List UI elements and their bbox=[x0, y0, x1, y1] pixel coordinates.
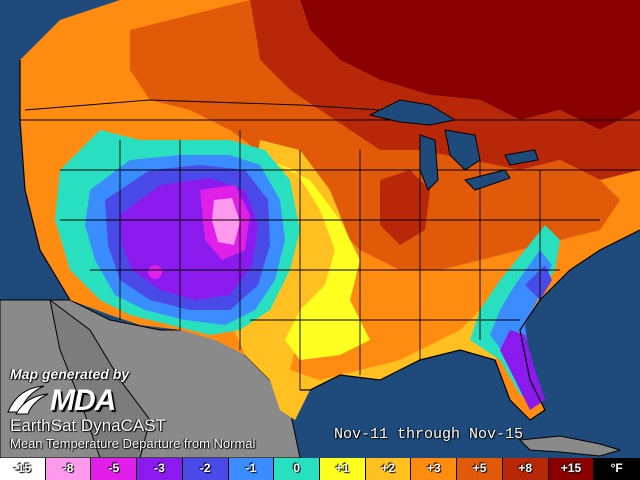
legend-label: °F bbox=[610, 461, 623, 475]
legend-label: +5 bbox=[472, 461, 487, 475]
legend-label: -3 bbox=[154, 461, 165, 475]
mda-logo-mark bbox=[7, 385, 49, 415]
legend-label: +3 bbox=[426, 461, 441, 475]
legend-swatch: 0 bbox=[274, 458, 321, 480]
cool-southeast-minus3 bbox=[500, 330, 545, 410]
lake-huron bbox=[444, 129, 481, 171]
cool-core-minus8 bbox=[212, 198, 240, 245]
gulf-coast bbox=[300, 349, 496, 391]
lake-michigan bbox=[419, 134, 439, 191]
baja-land bbox=[49, 298, 151, 458]
legend-label: -8 bbox=[62, 461, 74, 475]
legend-label: 0 bbox=[293, 461, 301, 475]
lake-ontario bbox=[504, 149, 539, 166]
legend-label: +15 bbox=[560, 461, 582, 475]
legend-swatch: +3 bbox=[411, 458, 458, 480]
legend-swatch: -1 bbox=[228, 458, 275, 480]
band-plus2 bbox=[230, 140, 540, 420]
band-plus1 bbox=[265, 160, 370, 360]
coastline bbox=[19, 60, 640, 421]
lake-superior bbox=[368, 99, 457, 126]
legend-swatch: -3 bbox=[137, 458, 183, 480]
color-legend: -15 -8 -5 -3 -2 -1 0 +1 +2 +3 +5 +8 +15 °F bbox=[0, 458, 640, 480]
legend-swatch: -2 bbox=[182, 458, 229, 480]
border-lines bbox=[20, 99, 640, 390]
legend-swatch: °F bbox=[594, 458, 640, 480]
legend-swatch: +1 bbox=[320, 458, 366, 480]
heat-band-plus8 bbox=[250, 0, 640, 180]
legend-label: -1 bbox=[245, 461, 257, 475]
legend-swatch: +5 bbox=[457, 458, 503, 480]
heat-pocket-midwest bbox=[380, 170, 430, 245]
date-range: Nov-11 through Nov-15 bbox=[334, 426, 524, 443]
legend-label: +2 bbox=[381, 461, 395, 475]
product-name: EarthSat DynaCAST bbox=[10, 416, 166, 435]
cool-southeast-minus2 bbox=[525, 265, 552, 300]
legend-swatch: -5 bbox=[91, 458, 138, 480]
legend-swatch: -8 bbox=[45, 458, 92, 480]
mda-logo-text: MDA bbox=[50, 384, 116, 417]
cuba-land bbox=[518, 435, 622, 457]
legend-label: -15 bbox=[13, 461, 32, 475]
mda-logo: MDA bbox=[8, 384, 138, 418]
legend-label: +8 bbox=[518, 461, 533, 475]
legend-label: -5 bbox=[108, 461, 120, 475]
heat-band-plus5 bbox=[130, 0, 620, 270]
heat-north-extreme bbox=[300, 0, 640, 130]
legend-label: +1 bbox=[335, 461, 350, 475]
credit-line: Map generated by bbox=[10, 366, 130, 382]
cool-spot-minus5 bbox=[148, 265, 162, 279]
map-subtitle: Mean Temperature Departure from Normal bbox=[10, 436, 256, 451]
legend-swatch: +2 bbox=[365, 458, 412, 480]
lake-erie bbox=[464, 169, 511, 191]
legend-swatch: +15 bbox=[548, 458, 595, 480]
legend-swatch: +8 bbox=[502, 458, 549, 480]
legend-swatch: -15 bbox=[0, 458, 46, 480]
temperature-departure-map bbox=[0, 0, 640, 458]
legend-label: -2 bbox=[199, 461, 211, 475]
